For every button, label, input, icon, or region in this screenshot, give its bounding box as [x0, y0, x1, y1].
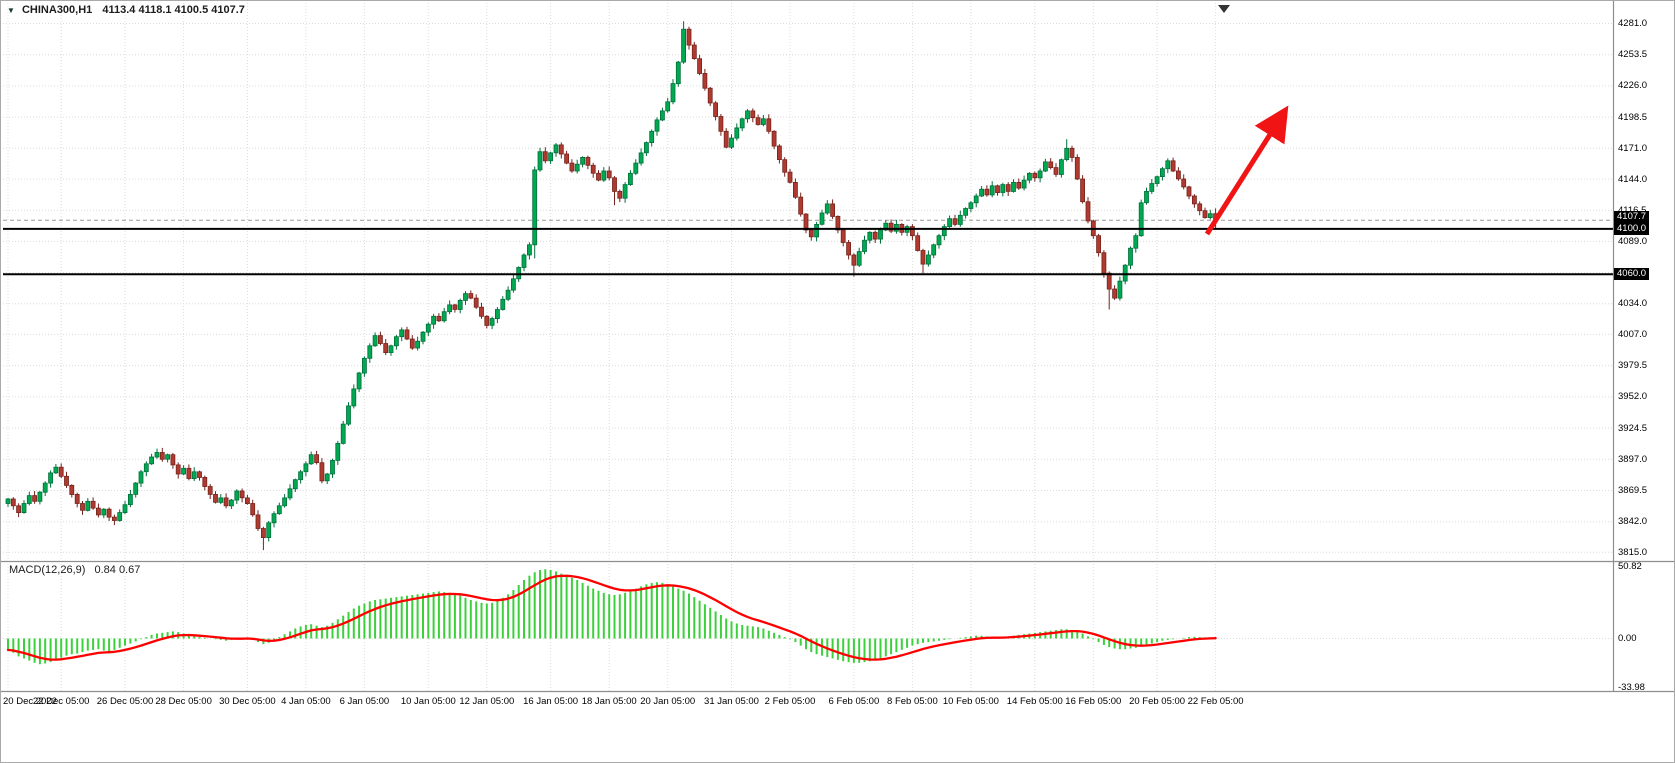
time-axis-label: 12 Jan 05:00	[459, 696, 515, 707]
time-axis-label: 18 Jan 05:00	[581, 696, 637, 707]
price-axis-label: 3815.0	[1618, 546, 1648, 558]
price-axis-label: 4253.5	[1618, 49, 1648, 61]
price-axis-label: 4226.0	[1618, 80, 1648, 92]
price-scale[interactable]: 4281.0 4253.5 4226.0 4198.5 4171.0 4144.0 4116…	[1614, 1, 1674, 713]
macd-signal-line	[6, 574, 1217, 661]
price-axis-label: 4089.0	[1618, 235, 1648, 247]
macd-axis-label: 0.00	[1618, 633, 1637, 644]
time-axis-label: 16 Feb 05:00	[1065, 696, 1122, 707]
ohlc-quote-label: 4113.4 4118.1 4100.5 4107.7	[102, 4, 245, 16]
time-axis-label: 20 Jan 05:00	[640, 696, 696, 707]
time-axis-label: 22 Dec 05:00	[32, 696, 90, 707]
price-axis-label: 3952.0	[1618, 391, 1648, 403]
time-axis-label: 2 Feb 05:00	[764, 696, 816, 707]
hline-price-tag: 4100.0	[1614, 222, 1650, 235]
symbol-timeframe-label: CHINA300,H1	[21, 4, 93, 16]
time-axis-label: 6 Jan 05:00	[339, 696, 390, 707]
time-axis-label: 16 Jan 05:00	[523, 696, 579, 707]
candlestick-series	[5, 21, 1218, 551]
hline-price-tag: 4060.0	[1614, 268, 1650, 281]
time-axis-label: 8 Feb 05:00	[887, 696, 938, 707]
grid-lines	[3, 3, 1613, 691]
time-scale[interactable]: 20 Dec 2022 22 Dec 05:00 26 Dec 05:00 28 De…	[1, 692, 1613, 714]
macd-axis-label: -33.98	[1618, 681, 1645, 693]
price-axis-label: 4007.0	[1618, 328, 1648, 340]
time-axis-label: 28 Dec 05:00	[155, 696, 212, 707]
chart-shift-marker[interactable]	[1218, 5, 1230, 13]
price-axis-label: 4034.0	[1618, 298, 1648, 310]
macd-values: 0.84 0.67	[94, 564, 141, 576]
price-axis-label: 4281.0	[1618, 18, 1648, 29]
price-axis-label: 3842.0	[1618, 516, 1648, 528]
macd-label: MACD(12,26,9)	[9, 564, 86, 576]
time-axis-label: 10 Feb 05:00	[942, 696, 999, 707]
macd-histogram	[7, 569, 1217, 665]
time-axis-label: 30 Dec 05:00	[219, 696, 276, 707]
time-axis-label: 26 Dec 05:00	[96, 696, 154, 707]
price-axis-label: 3897.0	[1618, 453, 1648, 465]
trend-arrow[interactable]	[1204, 105, 1289, 236]
time-axis-label: 20 Feb 05:00	[1129, 696, 1186, 707]
price-axis-label: 3869.5	[1618, 485, 1648, 496]
price-axis-label: 3924.5	[1618, 422, 1648, 434]
symbol-marker-icon: ▼	[7, 6, 15, 15]
time-axis-label: 6 Feb 05:00	[828, 696, 880, 707]
time-axis-label: 20 Dec 2022	[3, 696, 57, 707]
price-axis-label: 4116.5	[1618, 204, 1647, 216]
price-axis-label: 4198.5	[1618, 111, 1648, 123]
macd-indicator-info: MACD(12,26,9) 0.84 0.67	[9, 564, 140, 576]
price-axis-label: 4171.0	[1618, 142, 1648, 154]
price-axis-label: 3979.5	[1618, 360, 1648, 372]
time-axis-label: 31 Jan 05:00	[704, 696, 759, 707]
time-axis-label: 4 Jan 05:00	[281, 696, 331, 707]
symbol-info: ▼ CHINA300,H1 4113.4 4118.1 4100.5 4107.…	[7, 4, 245, 16]
time-axis-label: 22 Feb 05:00	[1187, 696, 1244, 707]
macd-axis-label: 50.82	[1618, 560, 1642, 572]
current-price-tag: 4107.7	[1614, 211, 1650, 224]
time-axis-label: 14 Feb 05:00	[1006, 696, 1063, 707]
price-axis-label: 4144.0	[1618, 173, 1648, 185]
time-axis-label: 10 Jan 05:00	[400, 696, 456, 707]
